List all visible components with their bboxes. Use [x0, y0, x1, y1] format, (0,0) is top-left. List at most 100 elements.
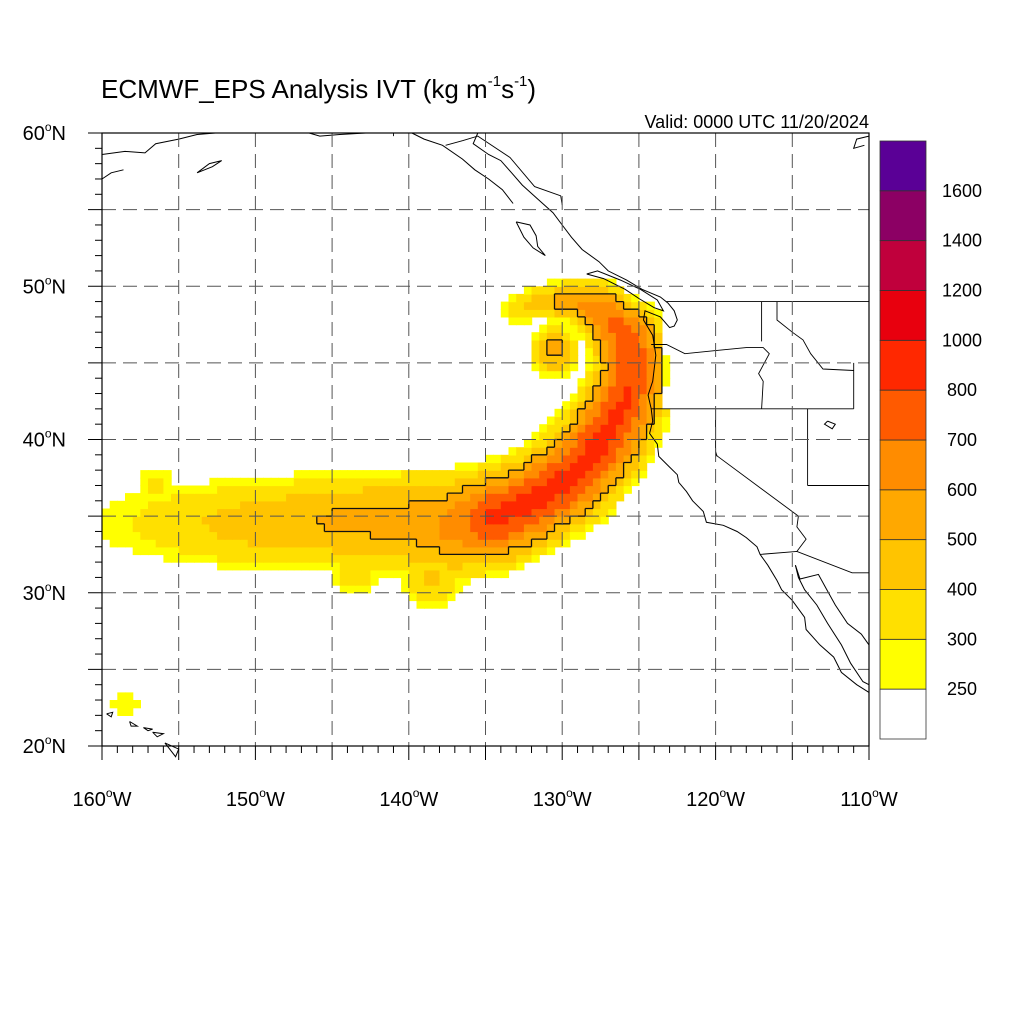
ivt-cell [554, 462, 563, 471]
ivt-cell [631, 378, 640, 387]
ivt-cell [109, 516, 118, 525]
ivt-cell [362, 523, 372, 533]
ivt-cell [140, 531, 149, 540]
ivt-cell [470, 485, 479, 494]
ivt-cell [585, 370, 594, 379]
ivt-cell [224, 562, 233, 571]
ivt-cell [385, 523, 395, 533]
ivt-cell [416, 600, 425, 609]
ivt-cell [516, 309, 525, 318]
ivt-cell [163, 539, 172, 548]
ivt-cell [569, 401, 579, 410]
ivt-cell [316, 493, 326, 502]
ivt-cell [178, 493, 187, 502]
ivt-cell [592, 401, 602, 410]
ivt-cell [638, 316, 648, 326]
ivt-cell [531, 523, 540, 533]
ivt-cell [623, 477, 632, 487]
ivt-cell [546, 416, 556, 425]
ivt-cell [477, 493, 487, 502]
ivt-cell [562, 324, 571, 333]
ivt-cell [117, 508, 126, 517]
ivt-cell [531, 309, 540, 318]
ivt-cell [424, 539, 433, 548]
ivt-cell [117, 700, 126, 709]
ivt-cell [324, 477, 333, 487]
ivt-cell [546, 339, 556, 349]
ivt-cell [393, 546, 402, 556]
ivt-cell [224, 523, 233, 533]
ivt-cell [577, 301, 586, 310]
ivt-cell [615, 477, 625, 487]
ivt-cell [485, 500, 494, 510]
ivt-cell [608, 416, 617, 425]
ivt-cell [201, 485, 210, 494]
ivt-cell [654, 332, 663, 341]
ivt-cell [286, 539, 295, 548]
ivt-cell [355, 546, 364, 556]
ivt-cell [600, 347, 609, 356]
ivt-cell [148, 531, 157, 540]
ivt-cell [362, 562, 372, 571]
ivt-cell [217, 485, 226, 494]
ivt-cell [378, 500, 387, 510]
ivt-cell [424, 577, 433, 586]
ivt-cell [493, 569, 502, 579]
ivt-cell [546, 347, 556, 356]
ivt-cell [454, 554, 464, 563]
ivt-cell [546, 508, 556, 517]
ivt-cell [516, 539, 525, 548]
lat-label: 50oN [23, 273, 66, 298]
ivt-cell [523, 286, 533, 295]
ivt-cell [539, 531, 548, 540]
ivt-cell [155, 485, 164, 494]
ivt-cell [577, 416, 586, 425]
ivt-cell [309, 531, 318, 540]
ivt-cell [209, 554, 218, 563]
ivt-cell [194, 516, 203, 525]
ivt-cell [600, 401, 609, 410]
ivt-cell [270, 500, 279, 510]
ivt-cell [240, 554, 249, 563]
ivt-cell [347, 531, 356, 540]
ivt-cell [401, 531, 410, 540]
ivt-cell [477, 523, 487, 533]
ivt-cell [224, 531, 233, 540]
ivt-cell [362, 569, 372, 579]
ivt-cell [255, 539, 264, 548]
ivt-cell [286, 546, 295, 556]
ivt-cell [623, 332, 632, 341]
ivt-cell [623, 293, 632, 303]
ivt-cell [646, 355, 655, 364]
ivt-cell [209, 523, 218, 533]
ivt-cell [539, 431, 548, 441]
ivt-cell [523, 546, 533, 556]
ivt-cell [508, 316, 517, 326]
ivt-cell [439, 523, 448, 533]
ivt-cell [661, 362, 671, 372]
ivt-cell [523, 309, 533, 318]
ivt-cell [454, 562, 464, 571]
ivt-cell [654, 431, 663, 441]
ivt-cell [508, 508, 517, 517]
ivt-cell [393, 539, 402, 548]
ivt-cell [263, 539, 272, 548]
colorbar-label: 600 [947, 480, 977, 500]
ivt-cell [523, 439, 533, 448]
ivt-cell [500, 516, 510, 525]
ivt-cell [546, 301, 556, 310]
ivt-cell [462, 470, 471, 479]
ivt-cell [309, 523, 318, 533]
ivt-cell [201, 516, 210, 525]
ivt-cell [554, 508, 563, 517]
ivt-cell [324, 470, 333, 479]
ivt-cell [416, 470, 425, 479]
ivt-cell [424, 592, 433, 602]
ivt-cell [347, 569, 356, 579]
ivt-cell [447, 592, 456, 602]
ivt-cell [125, 523, 134, 533]
ivt-cell [194, 531, 203, 540]
ivt-cell [339, 516, 349, 525]
ivt-cell [462, 554, 471, 563]
ivt-cell [546, 286, 556, 295]
